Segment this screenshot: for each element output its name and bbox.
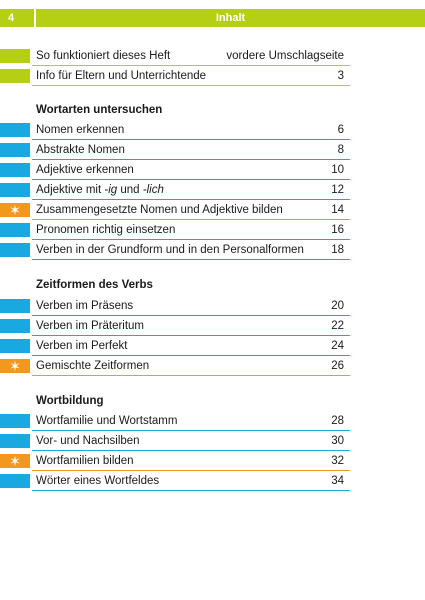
entry-marker [0,223,30,237]
entry-rule [32,334,350,336]
entry-page: 10 [331,164,344,176]
star-icon: ✶ [9,202,21,218]
toc-entry[interactable]: Wörter eines Wortfeldes 34 [0,471,350,491]
entry-page: 8 [337,144,344,156]
entry-rule [32,489,350,491]
entry-title: Wörter eines Wortfeldes [36,475,160,487]
entry-marker [0,243,30,257]
toc-entry[interactable]: Abstrakte Nomen 8 [0,140,350,160]
entry-page: 32 [331,455,344,467]
entry-title: Nomen erkennen [36,124,125,136]
page-header: 4 Inhalt [0,9,425,27]
entry-rule [32,238,350,240]
entry-rule [32,158,350,160]
toc-entry[interactable]: Nomen erkennen 6 [0,120,350,140]
entry-marker [0,474,30,488]
entry-rule [32,429,350,431]
entry-page: 26 [331,360,344,372]
entry-rule [32,64,350,66]
entry-title: Verben im Präsens [36,300,134,312]
entry-title: Vor- und Nachsilben [36,435,140,447]
entry-title: Abstrakte Nomen [36,144,125,156]
entry-title: Adjektive mit -ig und -lich [36,184,164,196]
entry-marker [0,434,30,448]
toc-entry[interactable]: Info für Eltern und Unterrichtende 3 [0,66,350,86]
entry-title: Adjektive erkennen [36,164,134,176]
entry-marker [0,183,30,197]
star-icon: ✶ [9,358,21,374]
entry-rule [32,138,350,140]
toc-entry[interactable]: ✶ Zusammengesetzte Nomen und Adjektive b… [0,200,350,220]
page-title: Inhalt [36,9,425,27]
toc-entry[interactable]: Pronomen richtig einsetzen 16 [0,220,350,240]
section-heading: Wortbildung [36,395,104,407]
entry-rule [32,218,350,220]
toc-entry[interactable]: ✶ Wortfamilien bilden 32 [0,451,350,471]
toc-entry[interactable]: Verben im Perfekt 24 [0,336,350,356]
entry-marker: ✶ [0,359,30,373]
entry-page: 6 [337,124,344,136]
entry-page: 22 [331,320,344,332]
entry-rule [32,314,350,316]
entry-marker [0,143,30,157]
entry-marker [0,123,30,137]
entry-page: 16 [331,224,344,236]
toc-entry[interactable]: ✶ Gemischte Zeitformen 26 [0,356,350,376]
entry-rule [32,258,350,260]
entry-page: 24 [331,340,344,352]
entry-rule [32,198,350,200]
toc-entry[interactable]: Wortfamilie und Wortstamm 28 [0,411,350,431]
toc-entry[interactable]: Adjektive mit -ig und -lich 12 [0,180,350,200]
entry-title: So funktioniert dieses Heft [36,50,171,62]
entry-title: Pronomen richtig einsetzen [36,224,176,236]
entry-rule [32,84,350,86]
entry-rule [32,469,350,471]
entry-title: Verben im Perfekt [36,340,128,352]
entry-title: Info für Eltern und Unterrichtende [36,70,207,82]
entry-rule [32,449,350,451]
toc-entry[interactable]: Vor- und Nachsilben 30 [0,431,350,451]
entry-title: Wortfamilien bilden [36,455,134,467]
section-heading: Wortarten untersuchen [36,104,163,116]
entry-rule [32,354,350,356]
entry-marker [0,69,30,83]
toc-entry[interactable]: Verben im Präteritum 22 [0,316,350,336]
page-number: 4 [0,9,34,27]
entry-page: 28 [331,415,344,427]
entry-marker: ✶ [0,203,30,217]
entry-title: Verben im Präteritum [36,320,145,332]
entry-title: Gemischte Zeitformen [36,360,150,372]
entry-marker [0,49,30,63]
entry-marker: ✶ [0,454,30,468]
entry-page: 30 [331,435,344,447]
entry-marker [0,414,30,428]
entry-title: Wortfamilie und Wortstamm [36,415,178,427]
toc-entry[interactable]: Adjektive erkennen 10 [0,160,350,180]
toc-entry[interactable]: So funktioniert dieses Heft vordere Umsc… [0,46,350,66]
entry-page: 20 [331,300,344,312]
entry-marker [0,299,30,313]
entry-rule [32,178,350,180]
section-heading: Zeitformen des Verbs [36,279,153,291]
entry-marker [0,339,30,353]
star-icon: ✶ [9,453,21,469]
entry-page: 14 [331,204,344,216]
entry-title: Verben in der Grundform und in den Perso… [36,244,304,256]
entry-marker [0,163,30,177]
entry-page: 18 [331,244,344,256]
entry-page: 34 [331,475,344,487]
entry-page: 3 [337,70,344,82]
entry-title: Zusammengesetzte Nomen und Adjektive bil… [36,204,283,216]
toc-entry[interactable]: Verben in der Grundform und in den Perso… [0,240,350,260]
entry-page: 12 [331,184,344,196]
entry-marker [0,319,30,333]
entry-rule [32,374,350,376]
toc-entry[interactable]: Verben im Präsens 20 [0,296,350,316]
entry-page: vordere Umschlagseite [226,50,344,62]
